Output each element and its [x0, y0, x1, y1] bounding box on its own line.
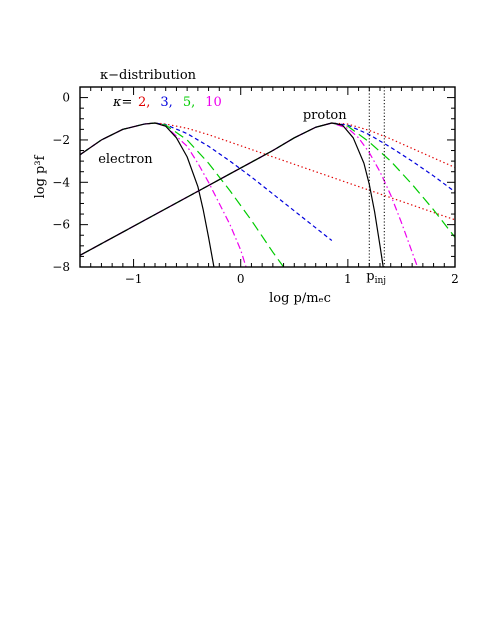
y-axis-label: log p³f [33, 154, 48, 198]
chart-title: κ−distribution [100, 68, 197, 83]
electron-curve-kappa-3 [80, 122, 333, 242]
p-inj-symbol: p [366, 269, 374, 284]
legend-entries: 2, 3, 5, 10 [138, 95, 222, 110]
proton-curve-kappa-10 [80, 122, 419, 267]
proton-label: proton [303, 108, 347, 123]
electron-curve-kappa-2 [80, 122, 455, 221]
plot-curves [80, 122, 455, 267]
electron-curve-kappa-5 [80, 122, 285, 267]
y-tick-label: −8 [52, 260, 70, 274]
legend: κ= 2, 3, 5, 10 [112, 95, 222, 110]
x-tick-label: 2 [451, 272, 459, 286]
legend-entry-2: 5, [183, 95, 195, 110]
x-tick-label: −1 [125, 272, 143, 286]
p-inj-label: pinj [366, 269, 386, 286]
electron-curve-kappa-maxwellian [80, 122, 215, 267]
axis-ticks [79, 86, 456, 268]
y-tick-label: 0 [62, 91, 70, 105]
plot-frame [79, 86, 456, 268]
x-axis-label: log p/mₑc [269, 291, 331, 306]
legend-entry-3: 10 [205, 95, 222, 110]
electron-curve-kappa-10 [80, 122, 247, 267]
x-tick-label: 0 [237, 272, 245, 286]
legend-entry-1: 3, [160, 95, 172, 110]
x-tick-label: 1 [344, 272, 352, 286]
legend-prefix: κ= [112, 95, 132, 110]
y-tick-label: −2 [52, 133, 70, 147]
proton-curve-kappa-maxwellian [80, 122, 384, 267]
electron-label: electron [98, 152, 153, 167]
p-inj-subscript: inj [375, 276, 386, 286]
proton-curve-kappa-5 [80, 122, 455, 256]
y-tick-label: −4 [52, 175, 70, 189]
legend-entry-0: 2, [138, 95, 150, 110]
injection-momentum-lines [368, 87, 385, 267]
proton-curve-kappa-2 [80, 122, 455, 256]
axis-tick-labels: −1 0 1 2 0 −2 −4 −6 −8 [52, 91, 459, 286]
proton-curve-kappa-3 [80, 122, 455, 256]
y-tick-label: −6 [52, 218, 70, 232]
